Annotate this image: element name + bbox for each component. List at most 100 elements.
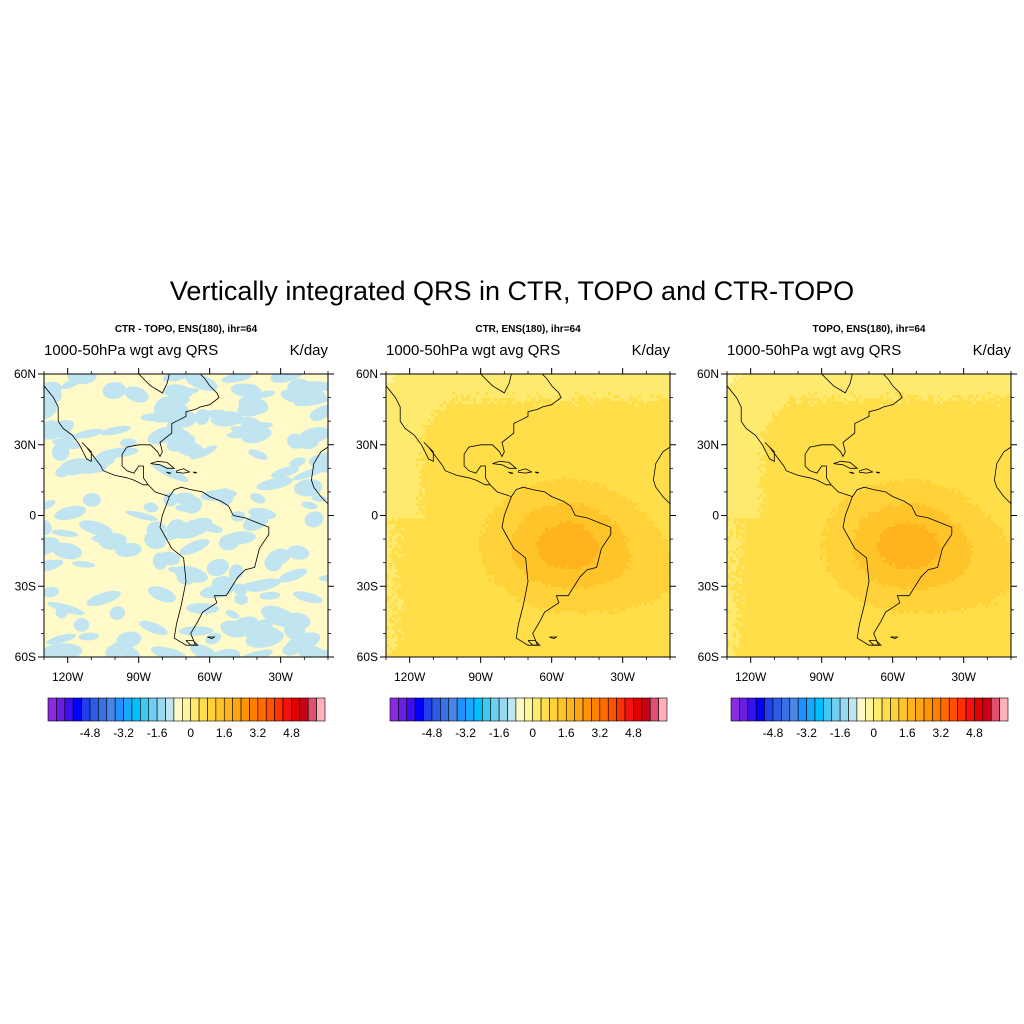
colorbar-box bbox=[890, 697, 900, 722]
colorbar-label: -1.6 bbox=[147, 726, 168, 738]
lat-tick-label: 60N bbox=[697, 367, 719, 381]
colorbar-box bbox=[658, 697, 668, 722]
colorbar-box bbox=[507, 697, 517, 722]
colorbar-box bbox=[599, 697, 609, 722]
colorbar-box bbox=[423, 697, 433, 722]
lat-tick-label: 0 bbox=[29, 509, 36, 523]
lon-tick-label: 30W bbox=[610, 670, 635, 684]
colorbar-box bbox=[131, 697, 141, 722]
colorbar-box bbox=[747, 697, 757, 722]
coastline-jamaica bbox=[849, 471, 855, 474]
colorbar-box bbox=[389, 697, 399, 722]
colorbar-box bbox=[490, 697, 500, 722]
colorbar-box bbox=[265, 697, 275, 722]
coastline-tierra bbox=[527, 640, 541, 646]
panel-title: CTR - TOPO, ENS(180), ihr=64 bbox=[114, 324, 258, 335]
colorbar-box bbox=[89, 697, 99, 722]
colorbar-box bbox=[473, 697, 483, 722]
coastline-hispaniola bbox=[859, 468, 874, 474]
panel-title: CTR, ENS(180), ihr=64 bbox=[475, 324, 581, 335]
lat-tick-label: 30N bbox=[697, 438, 719, 452]
lon-tick-label: 30W bbox=[951, 670, 976, 684]
coastline-falkland bbox=[207, 636, 216, 640]
colorbar-box bbox=[823, 697, 833, 722]
colorbar-label: -4.8 bbox=[422, 726, 443, 738]
colorbar: -4.8 -3.2 -1.6 0 1.6 3.2 4.8 bbox=[47, 697, 326, 738]
coastline-hudsonBay bbox=[138, 374, 170, 394]
colorbar-label: -4.8 bbox=[80, 726, 101, 738]
coastline-greenland bbox=[214, 374, 248, 375]
colorbar-box bbox=[932, 697, 942, 722]
colorbar-box bbox=[223, 697, 233, 722]
lat-tick-label: 60S bbox=[15, 650, 36, 664]
coastlines bbox=[386, 374, 670, 646]
colorbar: -4.8 -3.2 -1.6 0 1.6 3.2 4.8 bbox=[389, 697, 668, 738]
colorbar-label: 1.6 bbox=[558, 726, 575, 738]
colorbar-box bbox=[982, 697, 992, 722]
filled-contours bbox=[386, 374, 670, 657]
lat-tick-label: 30S bbox=[698, 579, 719, 593]
colorbar-box bbox=[448, 697, 458, 722]
colorbar-box bbox=[806, 697, 816, 722]
colorbar-box bbox=[730, 697, 740, 722]
colorbar-box bbox=[974, 697, 984, 722]
lat-tick-label: 30N bbox=[356, 438, 378, 452]
colorbar-box bbox=[207, 697, 217, 722]
lon-tick-label: 120W bbox=[52, 670, 84, 684]
colorbar-box bbox=[198, 697, 208, 722]
colorbar-label: 1.6 bbox=[216, 726, 233, 738]
coastline-falkland bbox=[549, 636, 558, 640]
coastline-falkland bbox=[890, 636, 899, 640]
colorbar-box bbox=[524, 697, 533, 722]
colorbar-box bbox=[906, 697, 916, 722]
colorbar-label: -3.2 bbox=[796, 726, 817, 738]
coastline-africa bbox=[310, 446, 328, 504]
colorbar-box bbox=[865, 697, 874, 722]
colorbar-box bbox=[915, 697, 925, 722]
colorbar-box bbox=[165, 697, 175, 722]
lon-tick-label: 90W bbox=[809, 670, 834, 684]
coastline-cuba bbox=[150, 460, 176, 469]
lat-tick-label: 60S bbox=[357, 650, 378, 664]
colorbar-box bbox=[240, 697, 250, 722]
panel-units: K/day bbox=[631, 342, 670, 359]
coastline-hispaniola bbox=[176, 468, 191, 474]
coastline-puertoRico bbox=[192, 471, 198, 474]
colorbar-label: 0 bbox=[187, 726, 194, 738]
coastline-greenland bbox=[556, 374, 590, 375]
panel-left-string: 1000-50hPa wgt avg QRS bbox=[44, 342, 219, 359]
colorbar-box bbox=[398, 697, 408, 722]
colorbar-box bbox=[316, 697, 326, 722]
colorbar-box bbox=[440, 697, 450, 722]
colorbar-label: 4.8 bbox=[625, 726, 642, 738]
panel-units: K/day bbox=[289, 342, 328, 359]
coastline-hispaniola bbox=[518, 468, 533, 474]
coastline-puertoRico bbox=[875, 471, 881, 474]
colorbar-box bbox=[574, 697, 584, 722]
colorbar-box bbox=[839, 697, 849, 722]
lon-tick-label: 120W bbox=[394, 670, 426, 684]
coastline-tierra bbox=[868, 640, 882, 646]
colorbar-box bbox=[814, 697, 824, 722]
colorbar-label: 3.2 bbox=[933, 726, 950, 738]
colorbar-label: 0 bbox=[529, 726, 536, 738]
colorbar-box bbox=[831, 697, 841, 722]
filled-contours bbox=[44, 374, 328, 657]
colorbar-box bbox=[515, 697, 525, 722]
colorbar-box bbox=[498, 697, 508, 722]
colorbar-box bbox=[607, 697, 617, 722]
colorbar-box bbox=[755, 697, 765, 722]
colorbar-box bbox=[540, 697, 550, 722]
map-plot: 60N 30N 0 30S 60S 120W 90W 60W 30W -4.8 -3.2 -1.6 0 1… bbox=[697, 367, 1017, 738]
colorbar-label: 3.2 bbox=[592, 726, 609, 738]
colorbar-box bbox=[182, 697, 191, 722]
colorbar-box bbox=[81, 697, 91, 722]
coastline-jamaica bbox=[508, 471, 514, 474]
coastline-westNorth bbox=[44, 385, 149, 486]
lat-tick-label: 30S bbox=[15, 579, 36, 593]
colorbar-label: -1.6 bbox=[489, 726, 510, 738]
colorbar-box bbox=[965, 697, 975, 722]
lat-tick-label: 0 bbox=[371, 509, 378, 523]
panel-left-string: 1000-50hPa wgt avg QRS bbox=[727, 342, 902, 359]
colorbar-label: 1.6 bbox=[899, 726, 916, 738]
